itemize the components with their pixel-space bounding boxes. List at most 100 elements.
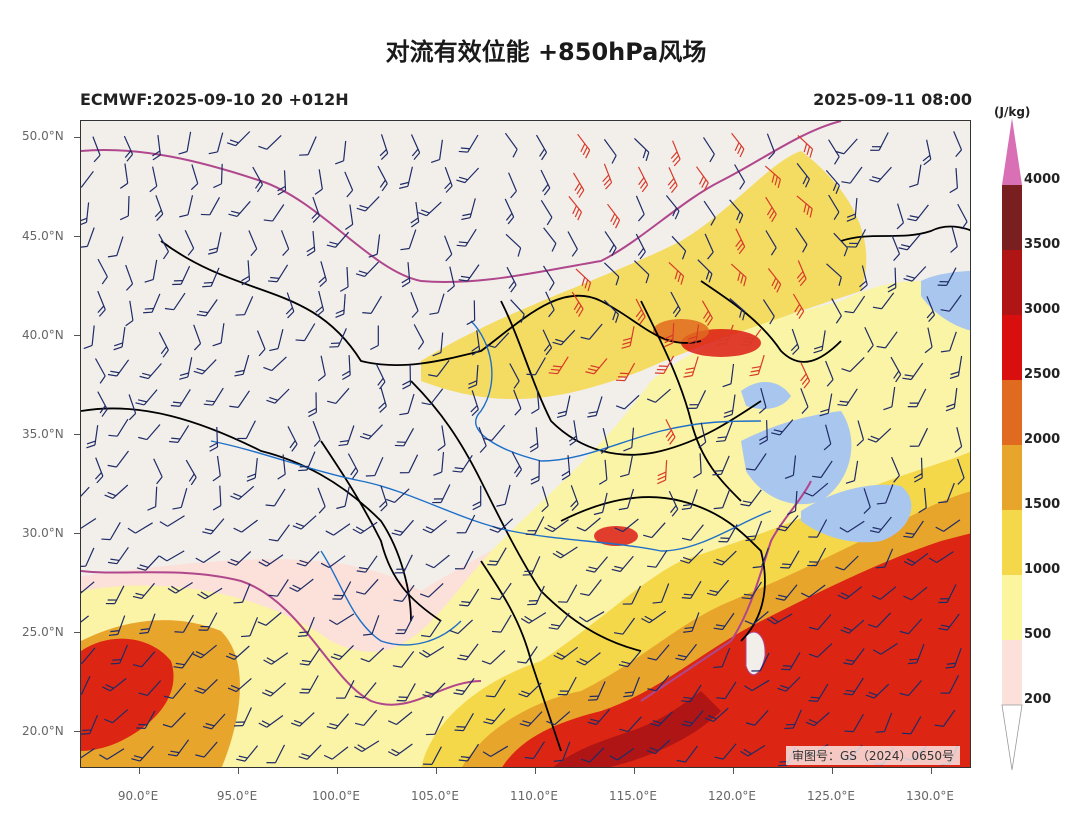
wind-barb	[81, 547, 95, 568]
yellow-sea	[741, 411, 852, 505]
wind-barb	[529, 427, 539, 453]
wind-barb	[392, 650, 415, 668]
wind-barb	[887, 267, 897, 293]
wind-barb	[400, 229, 417, 251]
wind-barb	[693, 453, 702, 479]
wind-barb	[618, 651, 641, 668]
wind-barb	[907, 643, 925, 665]
wind-barb	[344, 171, 354, 198]
wind-barb	[107, 359, 130, 377]
wind-barb	[647, 550, 668, 568]
wind-barb	[158, 233, 170, 260]
wind-barb	[356, 555, 378, 573]
wind-barb	[341, 355, 351, 381]
wind-barb	[891, 456, 900, 483]
wind-barb	[518, 682, 542, 698]
colorbar-over-arrow	[1002, 118, 1022, 185]
wind-barb	[200, 197, 221, 216]
wind-barb	[325, 523, 351, 536]
wind-barb	[444, 235, 453, 262]
wind-barb	[540, 169, 551, 196]
coastline-border	[640, 480, 812, 702]
wind-barb	[192, 644, 217, 659]
wind-barb	[603, 262, 620, 286]
wind-barb	[470, 390, 479, 417]
wind-barb	[581, 747, 605, 763]
colorbar-seg-1500	[1002, 445, 1022, 510]
wind-barb	[353, 740, 380, 753]
wind-barb	[901, 716, 922, 735]
wind-barb	[226, 131, 251, 147]
wind-barb	[233, 519, 258, 533]
wind-barb	[97, 258, 108, 285]
wind-barb	[633, 137, 650, 162]
wind-barb	[704, 707, 729, 723]
wind-barb	[485, 679, 506, 698]
wind-barb	[97, 290, 106, 317]
wind-barb	[953, 131, 963, 158]
wind-barb	[208, 232, 222, 255]
wind-barb	[81, 581, 95, 596]
wind-barb	[913, 457, 923, 483]
wind-barb	[104, 484, 129, 499]
wind-barb	[713, 612, 735, 631]
wind-barb	[94, 358, 106, 384]
wind-barb	[828, 139, 840, 165]
wind-barb	[81, 714, 99, 735]
wind-barb	[745, 709, 769, 726]
wind-barb	[646, 388, 671, 403]
wind-barb	[268, 524, 290, 542]
sea-of-japan	[921, 271, 970, 331]
wind-barb	[299, 648, 321, 666]
wind-barb	[268, 264, 289, 283]
wind-barb	[902, 362, 924, 381]
wind-barb	[317, 487, 326, 514]
wind-barb	[454, 550, 474, 570]
wind-barb	[399, 166, 413, 189]
wind-barb	[269, 329, 284, 352]
wind-barb	[107, 450, 129, 468]
colorbar-label-200: 200	[1024, 692, 1052, 707]
wind-barb	[428, 360, 450, 377]
wind-barb	[113, 327, 126, 351]
cape-west-red	[81, 638, 174, 751]
wind-barb	[924, 327, 933, 354]
wind-barb	[745, 520, 763, 542]
wind-barb	[105, 585, 125, 605]
wind-barb	[212, 455, 221, 482]
wind-barb	[883, 386, 896, 411]
wind-barb	[604, 231, 617, 257]
lat-tick	[74, 236, 80, 237]
wind-barb	[287, 426, 298, 452]
wind-barb	[102, 678, 127, 692]
wind-barb	[347, 453, 359, 479]
wind-barb	[81, 202, 90, 226]
wind-barb	[481, 649, 506, 665]
wind-barb	[668, 261, 685, 285]
wind-barb	[837, 388, 858, 407]
wind-barb	[401, 262, 411, 288]
wind-barb	[299, 675, 319, 694]
model-run-label: ECMWF:2025-09-10 20 +012H	[80, 90, 349, 109]
colorbar-seg-1000	[1002, 510, 1022, 575]
wind-barb	[804, 482, 829, 497]
wind-barb	[355, 709, 378, 727]
wind-barb	[297, 616, 315, 637]
wind-barb	[425, 554, 450, 569]
wind-barb	[339, 266, 349, 292]
wind-barb	[468, 364, 479, 389]
wind-barb	[553, 646, 579, 660]
lon-tick	[535, 768, 536, 774]
wind-barb	[410, 134, 421, 161]
wind-barb	[81, 748, 95, 761]
wind-barb	[729, 298, 746, 321]
wind-barb	[149, 166, 158, 193]
colorbar-label-2500: 2500	[1024, 367, 1061, 382]
wind-barb	[922, 139, 932, 166]
wind-barb	[718, 524, 738, 543]
wind-barb	[619, 716, 642, 733]
wind-barb	[800, 388, 809, 414]
wind-barb	[792, 293, 805, 320]
wind-barb	[131, 745, 154, 762]
colorbar-label-500: 500	[1024, 627, 1052, 642]
